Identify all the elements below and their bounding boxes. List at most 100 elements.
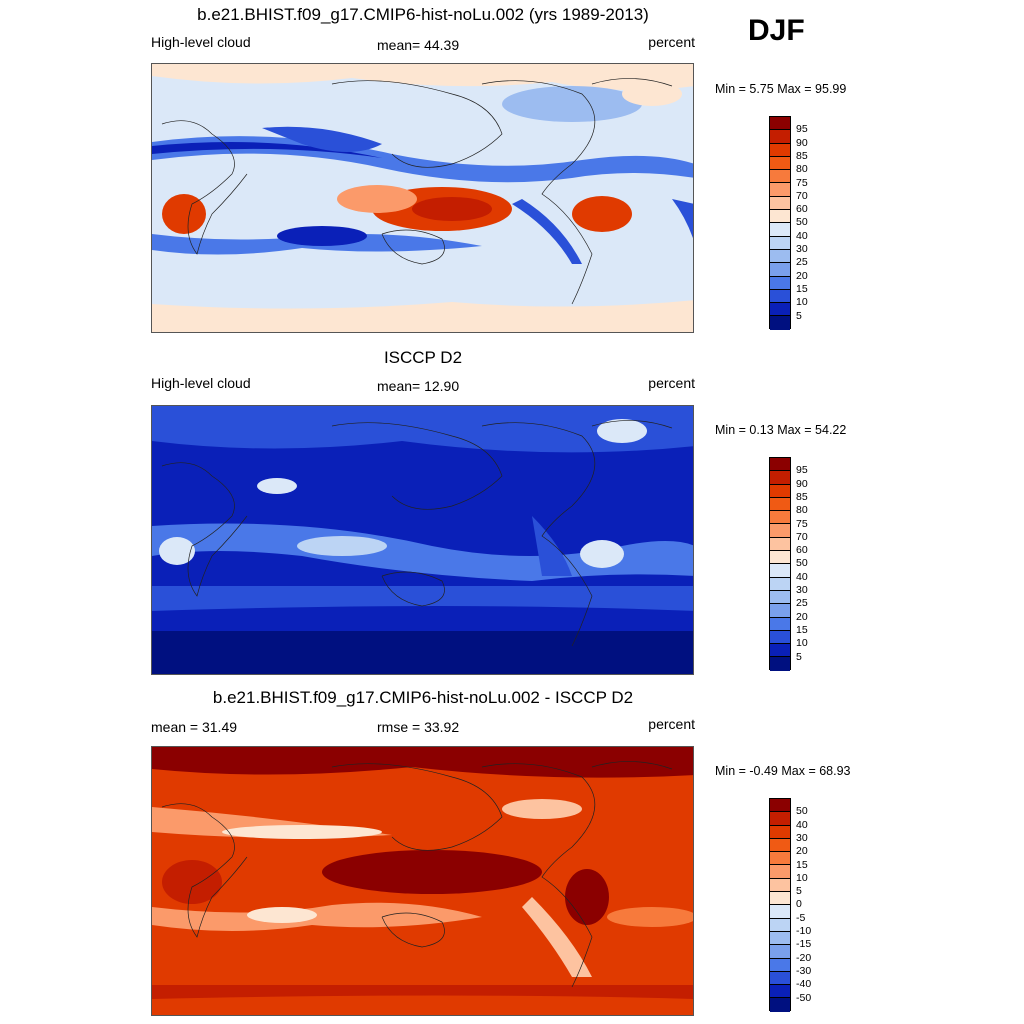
- colorbar-tick-label: 85: [796, 490, 808, 503]
- panel-3-colorbar: [769, 798, 791, 1012]
- colorbar-swatch: [770, 156, 790, 171]
- colorbar-tick-label: 90: [796, 136, 808, 149]
- colorbar-tick-label: 70: [796, 189, 808, 202]
- colorbar-tick-label: 15: [796, 623, 808, 636]
- colorbar-swatch: [770, 497, 790, 512]
- panel-2-colorbar: [769, 457, 791, 671]
- panel-3-rmse-label: rmse = 33.92: [377, 719, 460, 735]
- panel-2-title: ISCCP D2: [383, 348, 463, 367]
- colorbar-tick-label: 5: [796, 885, 802, 898]
- panel-3-map: [151, 746, 694, 1016]
- colorbar-tick-label: 80: [796, 504, 808, 517]
- panel-3-mean-label: mean = 31.49: [151, 719, 238, 735]
- colorbar-swatch: [770, 183, 790, 197]
- colorbar-tick-label: 0: [796, 898, 802, 911]
- colorbar-tick-label: 75: [796, 176, 808, 189]
- colorbar-tick-label: 20: [796, 845, 808, 858]
- colorbar-swatch: [770, 458, 790, 472]
- colorbar-tick-label: 10: [796, 637, 808, 650]
- colorbar-swatch: [770, 210, 790, 224]
- colorbar-swatch: [770, 249, 790, 264]
- colorbar-tick-label: 50: [796, 805, 808, 818]
- colorbar-swatch: [770, 878, 790, 893]
- colorbar-swatch: [770, 905, 790, 919]
- colorbar-swatch: [770, 865, 790, 879]
- colorbar-tick-label: 60: [796, 544, 808, 557]
- colorbar-swatch: [770, 838, 790, 853]
- colorbar-swatch: [770, 170, 790, 184]
- colorbar-swatch: [770, 799, 790, 813]
- panel-3-units-label: percent: [648, 716, 695, 732]
- colorbar-tick-label: 15: [796, 282, 808, 295]
- colorbar-tick-label: 95: [796, 464, 808, 477]
- colorbar-swatch: [770, 276, 790, 290]
- colorbar-swatch: [770, 303, 790, 317]
- colorbar-tick-label: 15: [796, 858, 808, 871]
- panel-2-map: [151, 405, 694, 675]
- colorbar-tick-label: 25: [796, 256, 808, 269]
- colorbar-tick-label: 85: [796, 149, 808, 162]
- colorbar-swatch: [770, 985, 790, 999]
- colorbar-tick-label: -20: [796, 951, 812, 964]
- colorbar-swatch: [770, 196, 790, 211]
- colorbar-swatch: [770, 236, 790, 250]
- colorbar-tick-label: 10: [796, 296, 808, 309]
- colorbar-tick-label: 20: [796, 269, 808, 282]
- panel-1-mean-label: mean= 44.39: [377, 37, 460, 53]
- panel-2-units-label: percent: [648, 375, 695, 391]
- panel-2-variable-label: High-level cloud: [151, 375, 251, 391]
- colorbar-tick-label: 5: [796, 650, 802, 663]
- colorbar-tick-label: -30: [796, 964, 812, 977]
- panel-1-minmax: Min = 5.75 Max = 95.99: [715, 82, 847, 96]
- panel-3-title: b.e21.BHIST.f09_g17.CMIP6-hist-noLu.002 …: [212, 688, 634, 707]
- colorbar-tick-label: -10: [796, 925, 812, 937]
- panel-1-colorbar: [769, 116, 791, 330]
- season-label: DJF: [748, 14, 805, 47]
- colorbar-tick-label: 50: [796, 216, 808, 229]
- panel-1-units-label: percent: [648, 34, 695, 50]
- colorbar-tick-label: 95: [796, 123, 808, 136]
- colorbar-swatch: [770, 263, 790, 277]
- colorbar-tick-label: 75: [796, 517, 808, 530]
- colorbar-tick-label: 5: [796, 309, 802, 322]
- colorbar-tick-label: 40: [796, 570, 808, 583]
- colorbar-tick-label: 40: [796, 229, 808, 242]
- colorbar-swatch: [770, 117, 790, 131]
- colorbar-swatch: [770, 945, 790, 959]
- colorbar-swatch: [770, 223, 790, 237]
- colorbar-swatch: [770, 812, 790, 826]
- panel-1-variable-label: High-level cloud: [151, 34, 251, 50]
- colorbar-tick-label: 40: [796, 818, 808, 831]
- colorbar-swatch: [770, 892, 790, 906]
- colorbar-tick-label: 60: [796, 203, 808, 216]
- colorbar-swatch: [770, 511, 790, 525]
- colorbar-swatch: [770, 577, 790, 591]
- colorbar-swatch: [770, 537, 790, 552]
- colorbar-tick-label: 10: [796, 871, 808, 884]
- colorbar-tick-label: 90: [796, 477, 808, 490]
- colorbar-swatch: [770, 657, 790, 671]
- colorbar-swatch: [770, 617, 790, 631]
- colorbar-tick-label: -15: [796, 938, 812, 951]
- colorbar-swatch: [770, 644, 790, 658]
- colorbar-swatch: [770, 471, 790, 485]
- colorbar-swatch: [770, 958, 790, 972]
- colorbar-swatch: [770, 590, 790, 605]
- colorbar-swatch: [770, 971, 790, 986]
- colorbar-tick-label: -5: [796, 911, 806, 924]
- colorbar-swatch: [770, 918, 790, 932]
- colorbar-swatch: [770, 931, 790, 946]
- colorbar-swatch: [770, 604, 790, 618]
- colorbar-swatch: [770, 524, 790, 538]
- colorbar-swatch: [770, 316, 790, 330]
- colorbar-swatch: [770, 143, 790, 157]
- colorbar-swatch: [770, 130, 790, 144]
- colorbar-tick-label: 20: [796, 610, 808, 623]
- panel-2-minmax: Min = 0.13 Max = 54.22: [715, 423, 847, 437]
- colorbar-tick-label: 70: [796, 530, 808, 543]
- colorbar-tick-label: 30: [796, 831, 808, 844]
- colorbar-tick-label: 50: [796, 557, 808, 570]
- colorbar-swatch: [770, 630, 790, 645]
- colorbar-swatch: [770, 825, 790, 839]
- colorbar-swatch: [770, 564, 790, 578]
